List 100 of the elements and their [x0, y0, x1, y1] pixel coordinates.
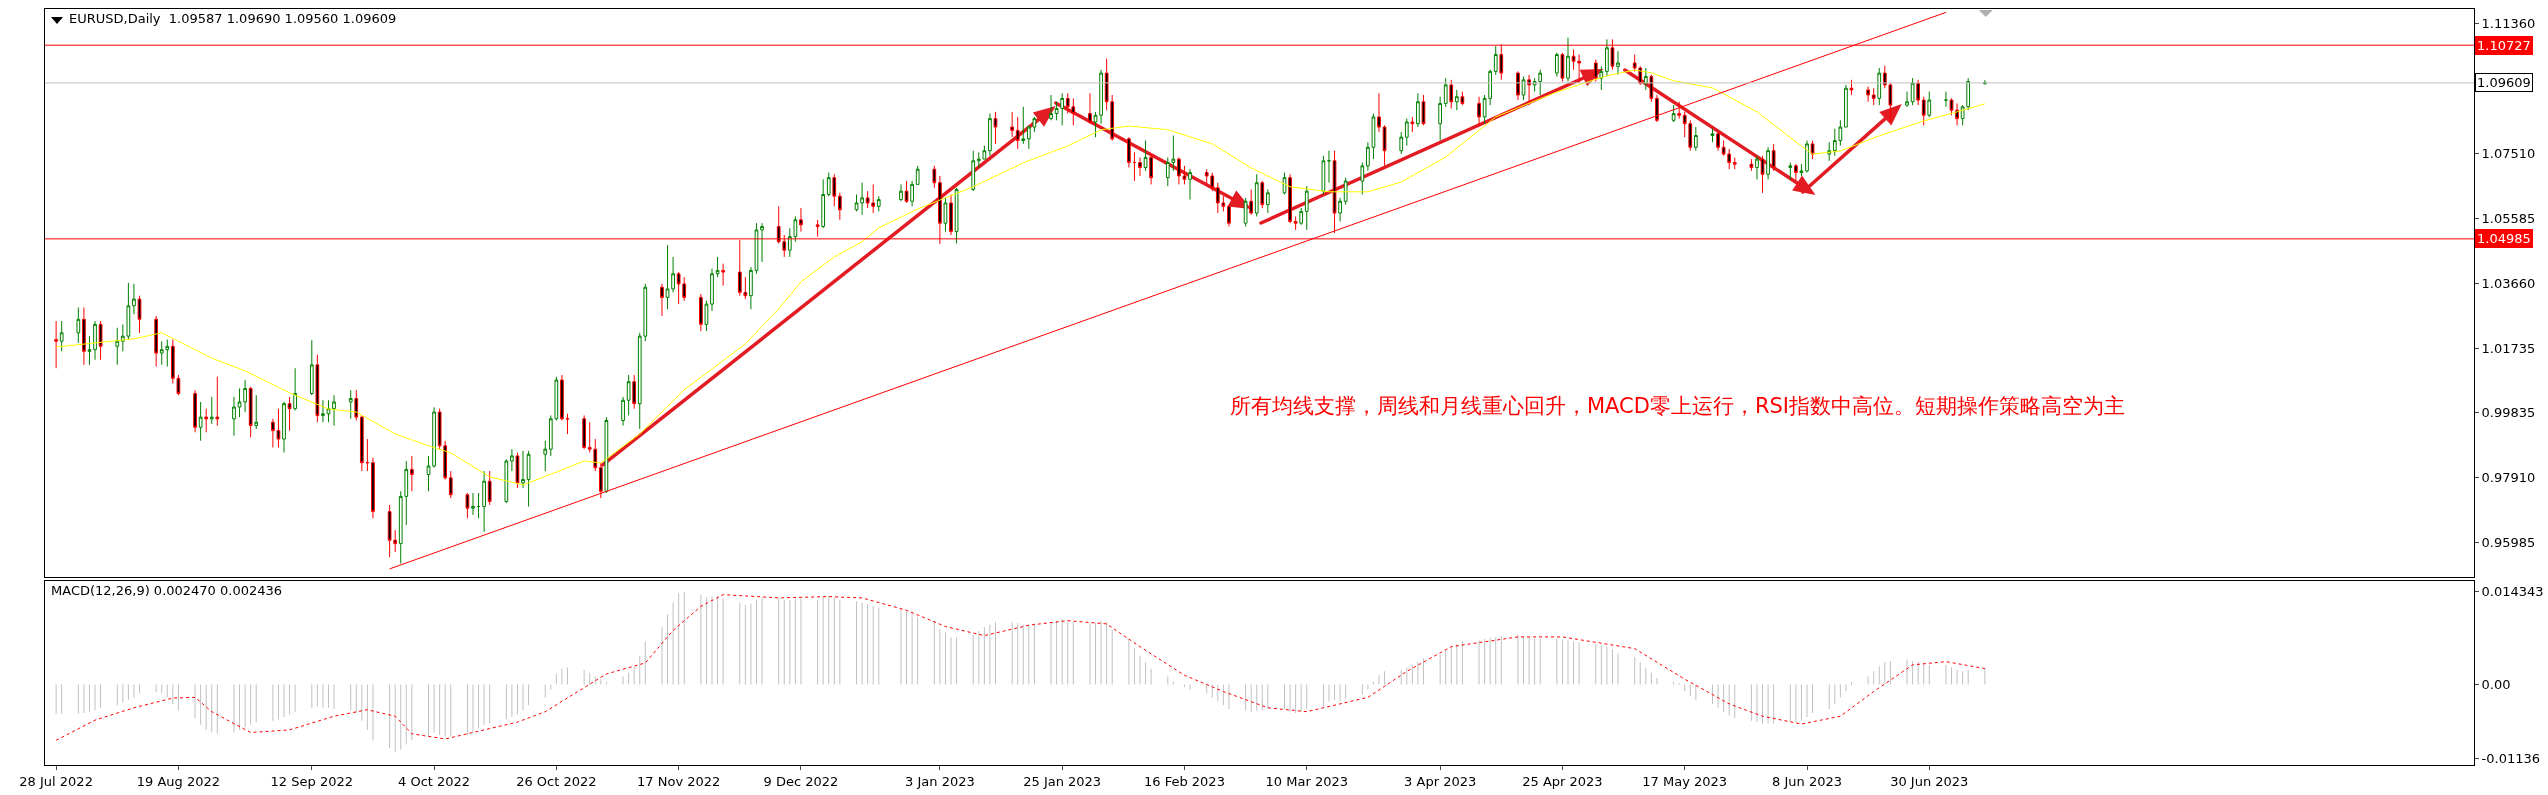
candlestick [943, 197, 948, 233]
candlestick [1282, 172, 1287, 196]
candlestick [193, 389, 197, 433]
candlestick [1671, 104, 1676, 123]
chart-title: EURUSD,Daily 1.09587 1.09690 1.09560 1.09609 [69, 11, 397, 27]
candlestick [1643, 67, 1648, 91]
candlestick [465, 492, 470, 519]
candlestick [471, 492, 475, 516]
x-tick-label: 28 Jul 2022 [19, 773, 93, 789]
candlestick [704, 300, 709, 332]
candlestick [1555, 52, 1559, 77]
candlestick [1693, 126, 1698, 152]
candlestick [1449, 79, 1454, 109]
x-tick-label: 3 Jan 2023 [905, 773, 975, 789]
candlestick [1788, 161, 1793, 180]
candlestick [487, 470, 492, 506]
candlestick [1521, 75, 1526, 101]
candlestick [1243, 197, 1248, 228]
candlestick [1010, 111, 1015, 138]
candlestick [1771, 143, 1776, 172]
candlestick [699, 293, 703, 332]
candlestick [1866, 86, 1870, 103]
x-tick-label: 19 Aug 2022 [136, 773, 221, 789]
candlestick [1343, 177, 1348, 206]
candlestick [1616, 50, 1620, 76]
candlestick [626, 374, 631, 416]
candlestick [1149, 153, 1153, 185]
y-tick-label: 0.014343 [2481, 583, 2544, 599]
x-tick-label: 3 Apr 2023 [1404, 773, 1477, 789]
candlestick [521, 450, 525, 489]
candlestick [198, 401, 203, 442]
candlestick [993, 111, 998, 145]
candlestick [1015, 116, 1020, 150]
candlestick [409, 455, 414, 492]
candlestick [1710, 128, 1715, 143]
candlestick [354, 389, 359, 421]
candlestick [837, 192, 842, 221]
candlestick [1910, 77, 1915, 106]
candlestick [910, 180, 914, 207]
x-tick-label: 25 Jan 2023 [1023, 773, 1102, 789]
candlestick [82, 307, 86, 366]
candlestick [1382, 124, 1387, 167]
candlestick [1921, 96, 1926, 126]
candlestick [1649, 74, 1654, 103]
candlestick [971, 150, 976, 192]
candlestick [254, 394, 259, 430]
y-tick-label: 1.07510 [2481, 146, 2536, 162]
candlestick [504, 458, 509, 504]
candlestick [1416, 92, 1420, 128]
candlestick [1377, 92, 1381, 133]
annotation: 所有均线支撑，周线和月线重心回升，MACD零上运行，RSI指数中高位。短期操作策略高空为主 [1230, 394, 2126, 418]
candlestick [476, 492, 481, 519]
candlestick [821, 178, 826, 229]
candlestick [543, 440, 548, 472]
candlestick [1249, 188, 1254, 216]
candlestick [1454, 89, 1459, 111]
candlestick [1871, 87, 1876, 106]
candlestick [1127, 136, 1131, 169]
candlestick [598, 462, 603, 499]
candlestick [1655, 94, 1659, 123]
candlestick [1599, 65, 1604, 91]
candlestick [365, 438, 370, 472]
candlestick [1755, 155, 1759, 180]
candlestick [359, 414, 364, 472]
candlestick [1605, 38, 1609, 77]
candlestick [1593, 59, 1598, 83]
candlestick [621, 396, 625, 427]
candlestick [510, 448, 514, 472]
candlestick [710, 268, 714, 312]
x-tick-label: 25 Apr 2023 [1522, 773, 1603, 789]
candlestick [1404, 118, 1409, 147]
ref-line-label: 1.09609 [2477, 75, 2531, 90]
candlestick [448, 470, 453, 499]
candlestick [1288, 173, 1292, 224]
candlestick [1299, 207, 1304, 226]
candlestick [1844, 84, 1848, 128]
candlestick [721, 263, 725, 287]
candlestick [1849, 79, 1854, 96]
candlestick [1260, 180, 1265, 209]
candlestick [949, 194, 953, 236]
candlestick [604, 416, 609, 494]
candlestick [371, 457, 375, 519]
candlestick [988, 113, 992, 157]
candlestick [115, 327, 120, 366]
candlestick [248, 386, 253, 438]
ref-line-label: 1.10727 [2477, 38, 2531, 53]
candlestick [87, 335, 92, 366]
x-tick-label: 30 Jun 2023 [1890, 773, 1969, 789]
candlestick [515, 452, 520, 489]
candlestick [59, 320, 64, 352]
candlestick [876, 195, 881, 212]
candlestick [482, 470, 486, 533]
candlestick [1749, 158, 1754, 172]
candlestick [1566, 37, 1570, 83]
candlestick [93, 320, 97, 361]
candlestick [899, 183, 903, 202]
candlestick [1143, 140, 1148, 172]
candlestick [954, 187, 959, 244]
candlestick [1810, 140, 1815, 160]
x-tick-label: 17 May 2023 [1642, 773, 1728, 789]
